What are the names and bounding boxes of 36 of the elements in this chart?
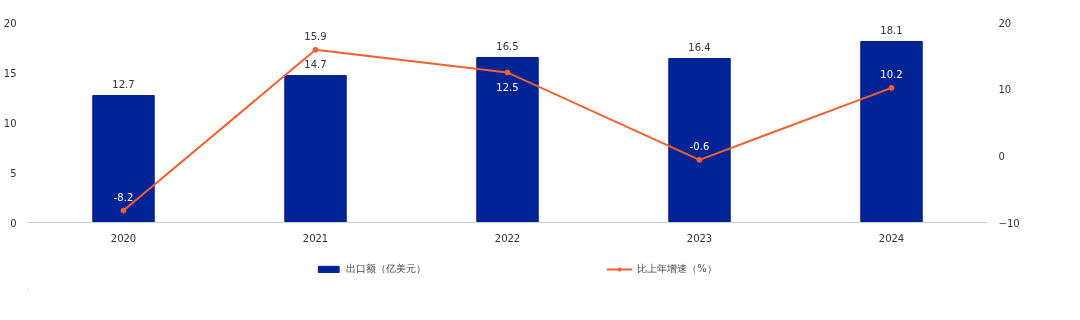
y-tick-label: 15 [3, 67, 17, 79]
bar [476, 57, 539, 223]
x-tick-label: 2021 [302, 232, 329, 244]
data-label: 16.5 [496, 40, 519, 52]
y-tick-label: 0 [10, 217, 17, 229]
point [312, 46, 319, 53]
y2-tick-label: 10 [998, 84, 1012, 96]
data-label: 15.9 [304, 30, 327, 42]
bar [284, 75, 347, 223]
x-tick-label: 2022 [494, 232, 521, 244]
legend-label: 出口额（亿美元） [346, 262, 427, 276]
data-label: 14.7 [304, 58, 327, 70]
point [504, 69, 511, 76]
data-label: 16.4 [688, 41, 711, 53]
data-label: 12.5 [496, 81, 519, 93]
y2-tick-label: 0 [998, 150, 1005, 162]
point [888, 84, 895, 91]
x-tick-label: 2024 [878, 232, 905, 244]
legend-label: 比上年增速（%） [637, 262, 717, 276]
data-label: 12.7 [112, 78, 135, 90]
y-tick-label: 5 [10, 167, 17, 179]
data-label: -0.6 [689, 140, 710, 152]
data-label: 10.2 [880, 68, 903, 80]
x-tick-label: 2023 [686, 232, 713, 244]
y-tick-label: 20 [3, 17, 17, 29]
y2-tick-label: 20 [998, 17, 1012, 29]
y2-tick-label: −10 [998, 217, 1020, 229]
data-label: -8.2 [113, 191, 134, 203]
bar [668, 58, 731, 223]
y-tick-label: 10 [3, 117, 17, 129]
bar [92, 95, 155, 223]
bar [860, 41, 923, 223]
x-tick-label: 2020 [110, 232, 137, 244]
data-label: 18.1 [880, 24, 903, 36]
point [120, 207, 127, 214]
point [696, 156, 703, 163]
